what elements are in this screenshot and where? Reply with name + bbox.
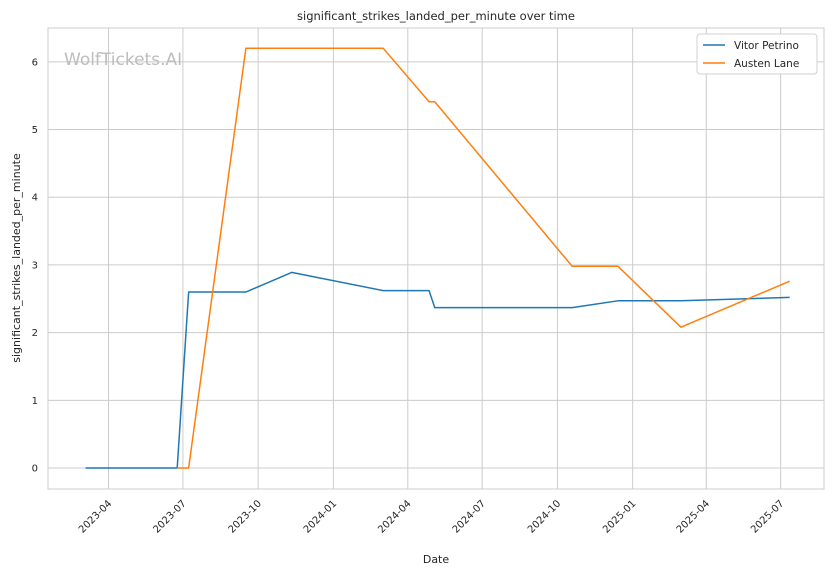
plot-frame	[47, 27, 825, 490]
y-tick-label: 0	[32, 464, 38, 475]
x-axis-label: Date	[423, 553, 450, 566]
y-tick-label: 1	[32, 396, 38, 407]
plot-area	[48, 28, 824, 489]
legend: Vitor Petrino Austen Lane	[696, 33, 818, 75]
chart-title: significant_strikes_landed_per_minute ov…	[297, 9, 575, 23]
gridlines	[48, 28, 824, 489]
series-line-austen-lane	[177, 47, 790, 469]
series-lines	[85, 47, 790, 469]
series-line-vitor-petrino	[85, 271, 790, 469]
y-tick-labels: 0 1 2 3 4 5 6	[32, 57, 38, 474]
y-tick-label: 2	[32, 328, 38, 339]
y-tick-label: 5	[32, 125, 38, 136]
y-tick-label: 6	[32, 57, 38, 68]
y-tick-label: 4	[32, 193, 38, 204]
legend-box	[696, 33, 818, 75]
watermark: WolfTickets.AI	[64, 50, 182, 70]
legend-label-austen-lane: Austen Lane	[734, 58, 799, 70]
y-axis-label: significant_strikes_landed_per_minute	[10, 153, 23, 363]
y-tick-label: 3	[32, 260, 38, 271]
legend-label-vitor-petrino: Vitor Petrino	[734, 40, 799, 52]
